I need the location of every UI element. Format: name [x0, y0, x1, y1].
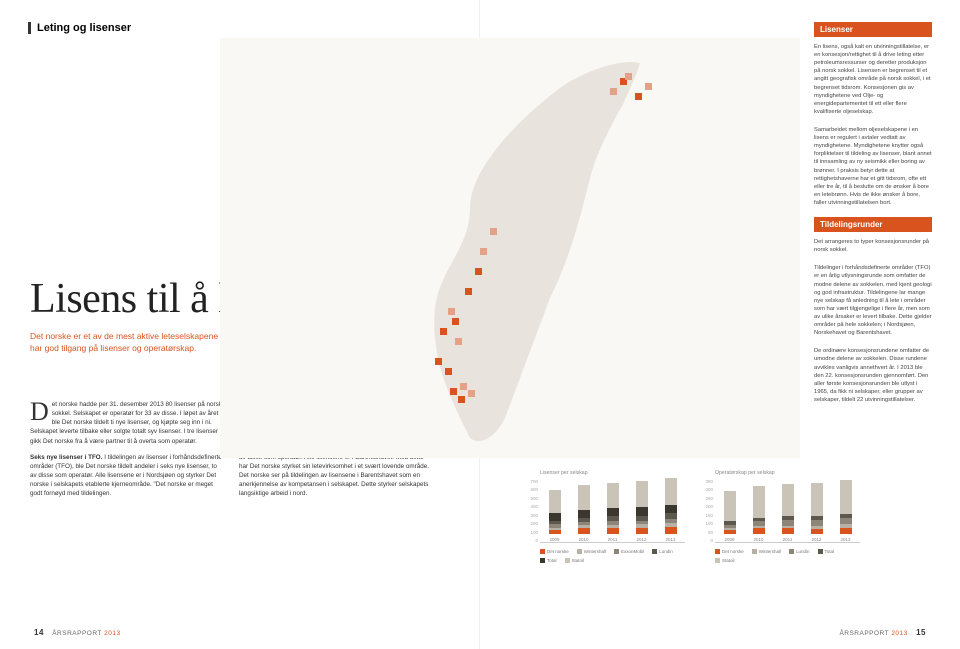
footer-year-right: 2013	[891, 630, 907, 637]
chart-left-title: Lisenser per selskap	[540, 470, 685, 476]
norway-map	[220, 38, 800, 458]
sidebar-body-2a: Det arrangeres to typer konsesjonsrunder…	[814, 238, 932, 254]
footer-label-left: ÅRSRAPPORT	[52, 630, 102, 637]
chart-left-legend: Det norskeWintershallExxonMobilLundinTot…	[540, 549, 685, 563]
sidebar-title-lisenser: Lisenser	[814, 22, 932, 37]
sidebar-body-2b: Tildelinger i forhåndsdefinerte områder …	[814, 264, 932, 337]
sidebar: Lisenser En lisens, også kalt en utvinni…	[814, 22, 932, 414]
footer-label-right: ÅRSRAPPORT	[839, 630, 889, 637]
page-number-right: 15	[916, 628, 926, 637]
body-col-1: Det norske hadde per 31. desember 2013 8…	[30, 400, 225, 505]
chart-left-plot: 7006005004003002001000 20092010201120122…	[540, 479, 685, 543]
chart-right-legend: Det norskeWintershallLundinTotalStatoil	[715, 549, 860, 563]
chart-lisenser: Lisenser per selskap 7006005004003002001…	[540, 470, 685, 563]
page-right: Lisenser En lisens, også kalt en utvinni…	[480, 0, 960, 649]
chart-right-title: Operatørskap per selskap	[715, 470, 860, 476]
sidebar-body-2c: De ordinære konsesjonsrundene omfatter d…	[814, 347, 932, 404]
footer-year-left: 2013	[104, 630, 120, 637]
sidebar-body-1b: Samarbeidet mellom oljeselskapene i en l…	[814, 126, 932, 207]
body-p1a: et norske hadde per 31. desember 2013 80…	[30, 401, 222, 445]
body-p1b-lead: Seks nye lisenser i TFO.	[30, 454, 102, 461]
footer-left: 14 ÅRSRAPPORT 2013	[0, 628, 479, 637]
page-number-left: 14	[34, 628, 44, 637]
charts-row: Lisenser per selskap 7006005004003002001…	[540, 470, 860, 563]
dropcap: D	[30, 400, 52, 423]
sidebar-title-tildeling: Tildelingsrunder	[814, 217, 932, 232]
sidebar-body-1a: En lisens, også kalt en utvinningstillat…	[814, 43, 932, 116]
chart-operatorskap: Operatørskap per selskap 350300250200150…	[715, 470, 860, 563]
chart-right-plot: 350300250200150100500 200920102011201220…	[715, 479, 860, 543]
footer-right: ÅRSRAPPORT 2013 15	[480, 628, 960, 637]
section-heading: Leting og lisenser	[28, 22, 451, 34]
